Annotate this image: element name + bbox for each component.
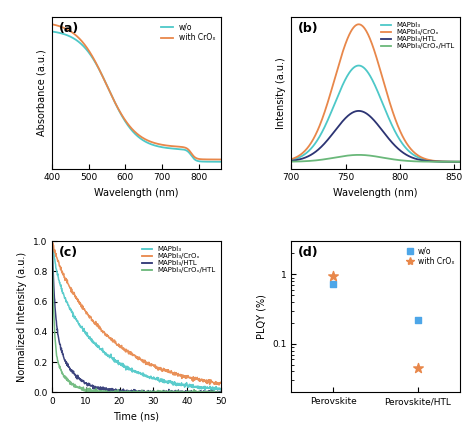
Legend: w/o, with CrOₓ: w/o, with CrOₓ xyxy=(160,21,217,44)
Y-axis label: Absorbance (a.u.): Absorbance (a.u.) xyxy=(36,50,46,136)
Text: (a): (a) xyxy=(59,22,79,35)
w/o xyxy=(414,317,421,324)
Text: (b): (b) xyxy=(298,22,319,35)
with CrOₓ xyxy=(414,364,421,371)
Y-axis label: PLQY (%): PLQY (%) xyxy=(256,294,266,339)
X-axis label: Time (ns): Time (ns) xyxy=(113,412,159,422)
Y-axis label: Intensity (a.u.): Intensity (a.u.) xyxy=(276,57,286,129)
with CrOₓ xyxy=(329,272,337,279)
Text: (d): (d) xyxy=(298,246,319,259)
w/o xyxy=(329,281,337,288)
Legend: w/o, with CrOₓ: w/o, with CrOₓ xyxy=(406,245,456,268)
Y-axis label: Normalized Intensity (a.u.): Normalized Intensity (a.u.) xyxy=(18,252,27,382)
X-axis label: Wavelength (nm): Wavelength (nm) xyxy=(333,188,418,198)
Legend: MAPbI₃, MAPbI₃/CrOₓ, MAPbI₃/HTL, MAPbI₃/CrOₓ/HTL: MAPbI₃, MAPbI₃/CrOₓ, MAPbI₃/HTL, MAPbI₃/… xyxy=(379,21,456,51)
Legend: MAPbI₃, MAPbI₃/CrOₓ, MAPbI₃/HTL, MAPbI₃/CrOₓ/HTL: MAPbI₃, MAPbI₃/CrOₓ, MAPbI₃/HTL, MAPbI₃/… xyxy=(140,245,217,275)
X-axis label: Wavelength (nm): Wavelength (nm) xyxy=(94,188,179,198)
Text: (c): (c) xyxy=(59,246,78,259)
